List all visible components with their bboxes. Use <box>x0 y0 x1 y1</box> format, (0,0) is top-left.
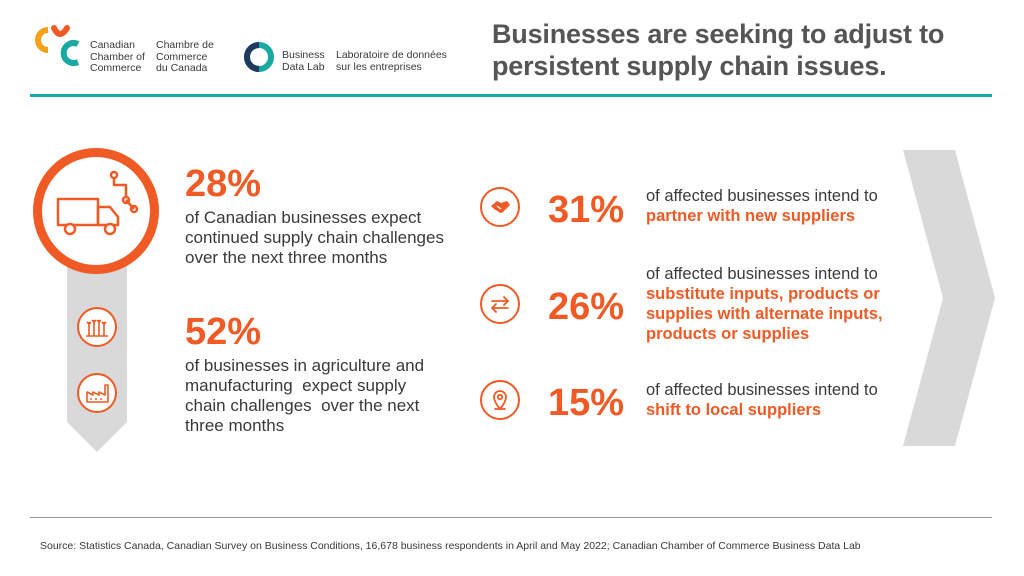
item2-text: of affected businesses intend to substit… <box>646 265 883 343</box>
item3-text: of affected businesses intend to shift t… <box>646 381 878 419</box>
chevron-right-shape <box>903 150 995 446</box>
stat2-value: 52% <box>185 311 262 353</box>
chevron-right-icon <box>903 150 995 446</box>
swap-circle <box>480 284 520 324</box>
data-lab-logo <box>244 42 274 72</box>
footer-divider <box>30 517 992 518</box>
factory-circle <box>77 373 117 413</box>
stat1-description: of Canadian businesses expect continued … <box>185 208 444 267</box>
truck-circle <box>33 148 159 274</box>
ccc-logo-icon <box>35 25 80 66</box>
source-note: Source: Statistics Canada, Canadian Surv… <box>40 540 861 552</box>
ccc-name-fr: Chambre de Commerce du Canada <box>156 39 214 74</box>
swap-arrows-icon <box>491 296 509 313</box>
factory-icon <box>86 384 109 403</box>
header-divider <box>30 94 992 97</box>
page-title: Businesses are seeking to adjust to pers… <box>492 19 945 81</box>
wheat-circle <box>77 307 117 347</box>
stat2-description: of businesses in agriculture and manufac… <box>185 356 425 435</box>
location-pin-icon <box>493 390 507 411</box>
pin-circle <box>480 380 520 420</box>
truck-icon <box>56 170 139 236</box>
item3-value: 15% <box>548 382 625 424</box>
handshake-circle <box>480 187 520 227</box>
bdl-name-fr: Laboratoire de données sur les entrepris… <box>336 49 447 73</box>
item2-value: 26% <box>548 286 625 328</box>
item1-value: 31% <box>548 189 625 231</box>
stat1-value: 28% <box>185 163 262 205</box>
ccc-logo <box>34 24 84 68</box>
data-lab-logo-icon <box>244 42 274 72</box>
wheat-icon <box>86 319 108 337</box>
item1-text: of affected businesses intend to partner… <box>646 187 878 225</box>
handshake-icon <box>491 201 510 213</box>
ccc-name-en: Canadian Chamber of Commerce <box>90 39 145 74</box>
bdl-name-en: Business Data Lab <box>282 49 325 73</box>
